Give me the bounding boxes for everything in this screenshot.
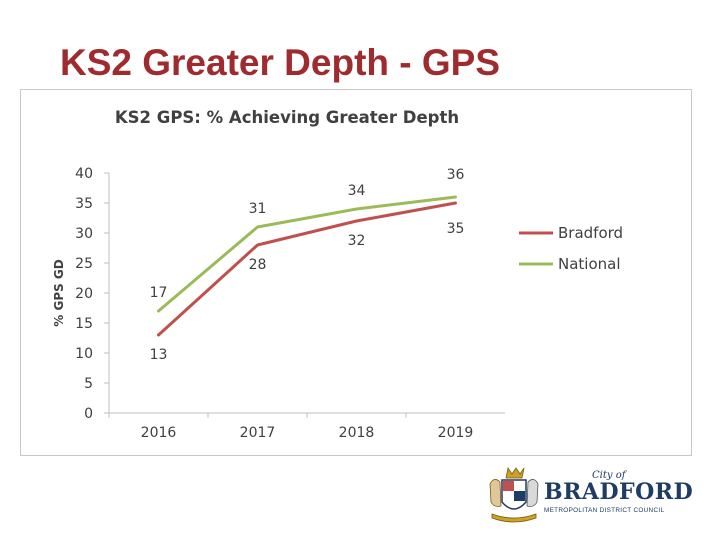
y-tick-label: 5 <box>84 376 93 392</box>
logo-subtitle: METROPOLITAN DISTRICT COUNCIL <box>544 507 665 514</box>
y-tick-label: 10 <box>75 346 93 362</box>
data-label-bradford: 13 <box>150 347 168 363</box>
line-chart: KS2 GPS: % Achieving Greater Depth % GPS … <box>52 108 623 441</box>
x-tick-label: 2017 <box>240 425 276 441</box>
y-tick-label: 25 <box>75 256 93 272</box>
data-label-bradford: 35 <box>447 221 465 237</box>
data-label-bradford: 32 <box>348 233 366 249</box>
data-label-national: 17 <box>150 285 168 301</box>
y-tick-label: 0 <box>84 406 93 422</box>
y-tick-label: 30 <box>75 226 93 242</box>
y-tick-label: 40 <box>75 166 93 182</box>
logo-name: BRADFORD <box>544 479 694 505</box>
y-axis-label: % GPS GD <box>52 259 66 327</box>
y-tick-label: 35 <box>75 196 93 212</box>
x-tick-label: 2018 <box>339 425 375 441</box>
chart-title: KS2 GPS: % Achieving Greater Depth <box>115 108 459 127</box>
logo-city-of: City of <box>592 470 626 481</box>
series-line-national <box>157 195 457 313</box>
x-tick-label: 2016 <box>141 425 177 441</box>
y-tick-label: 15 <box>75 316 93 332</box>
x-tick-label: 2019 <box>438 425 474 441</box>
legend-label-bradford: Bradford <box>558 224 623 242</box>
slide-title: KS2 Greater Depth - GPS <box>60 42 501 83</box>
series-line-bradford <box>157 201 457 337</box>
legend-label-national: National <box>558 255 621 273</box>
data-label-national: 34 <box>348 183 366 199</box>
bradford-council-logo: City of BRADFORD METROPOLITAN DISTRICT C… <box>486 462 693 524</box>
chart-frame: KS2 GPS: % Achieving Greater Depth % GPS … <box>20 89 692 456</box>
data-label-bradford: 28 <box>249 257 267 273</box>
coat-of-arms-icon <box>489 466 539 523</box>
y-tick-label: 20 <box>75 286 93 302</box>
data-label-national: 31 <box>249 201 267 217</box>
data-label-national: 36 <box>447 167 465 183</box>
